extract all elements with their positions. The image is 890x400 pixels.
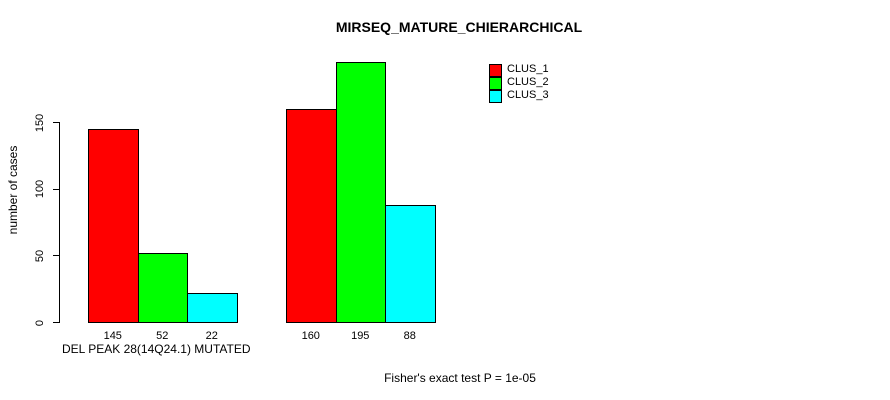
y-tick-label: 150 [34,113,46,132]
bar-value-label: 160 [301,330,320,342]
y-axis-spine [59,122,60,323]
bar-value-label: 88 [403,330,416,342]
x-axis-label: DEL PEAK 28(14Q24.1) MUTATED [62,342,251,356]
y-axis-tick [53,322,59,323]
bar-value-label: 52 [156,330,169,342]
bar-value-label: 195 [351,330,370,342]
y-tick-label: 0 [34,319,46,326]
legend-swatch-clus_3 [489,90,502,103]
bar-clus_2-group1 [137,252,188,323]
legend-label: CLUS_2 [507,76,549,88]
bar-clus_3-group1 [187,292,238,323]
bar-value-label: 145 [103,330,122,342]
y-axis-tick [53,188,59,190]
bar-value-label: 22 [205,330,218,342]
y-axis-tick [53,255,59,257]
legend-item-clus_3: CLUS_3 [489,89,579,103]
legend-item-clus_2: CLUS_2 [489,76,579,90]
y-axis-label: number of cases [6,145,20,235]
legend-item-clus_1: CLUS_1 [489,63,579,77]
annotation-text: Fisher's exact test P = 1e-05 [384,371,536,385]
legend-swatch-clus_1 [489,64,502,77]
bar-clus_1-group1 [88,128,139,323]
legend-label: CLUS_3 [507,89,549,101]
bar-clus_2-group2 [335,62,386,323]
legend-swatch-clus_2 [489,77,502,90]
y-axis-tick [53,122,59,123]
y-tick-label: 50 [34,249,46,262]
chart-title: MIRSEQ_MATURE_CHIERARCHICAL [335,19,583,35]
bar-clus_1-group2 [286,108,337,323]
y-tick-label: 100 [34,179,46,199]
bar-clus_3-group2 [385,204,436,323]
legend-label: CLUS_1 [507,63,549,75]
